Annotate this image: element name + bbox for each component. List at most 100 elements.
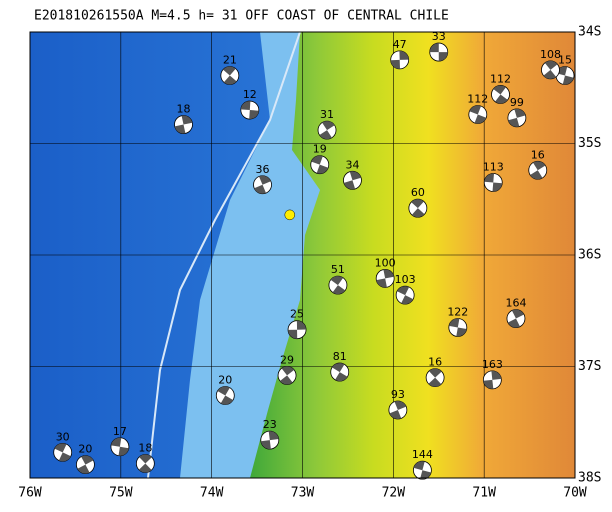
beachball-sector bbox=[376, 269, 394, 288]
depth-label: 29 bbox=[280, 353, 294, 366]
beachball-sector bbox=[390, 50, 409, 69]
depth-label: 144 bbox=[412, 448, 433, 461]
beachball: 19 bbox=[310, 143, 330, 175]
x-tick-label: 71W bbox=[472, 486, 496, 501]
beachball: 31 bbox=[317, 108, 337, 140]
depth-label: 19 bbox=[313, 143, 327, 156]
depth-label: 15 bbox=[558, 53, 572, 66]
x-tick-label: 72W bbox=[382, 486, 406, 501]
depth-label: 100 bbox=[375, 256, 396, 269]
beachball: 103 bbox=[395, 273, 416, 305]
beachball: 33 bbox=[429, 30, 449, 62]
title: E201810261550A M=4.5 h= 31 OFF COAST OF … bbox=[34, 9, 449, 24]
beachball: 112 bbox=[467, 93, 488, 124]
beachball-sector bbox=[469, 105, 487, 124]
beachball-sector bbox=[240, 101, 259, 120]
depth-label: 25 bbox=[290, 308, 304, 321]
beachball: 93 bbox=[388, 388, 408, 420]
beachball: 47 bbox=[390, 38, 410, 70]
beachball: 18 bbox=[135, 442, 155, 473]
depth-label: 36 bbox=[256, 163, 270, 176]
y-tick-label: 38S bbox=[578, 471, 601, 486]
beachball: 20 bbox=[215, 373, 235, 405]
depth-label: 16 bbox=[531, 148, 545, 161]
beachball: 16 bbox=[528, 148, 548, 180]
beachball-sector bbox=[389, 400, 407, 419]
beachball: 99 bbox=[507, 96, 527, 128]
beachball-sector bbox=[543, 60, 558, 79]
beachball-sector bbox=[330, 276, 346, 295]
beachball: 16 bbox=[425, 356, 445, 388]
depth-label: 18 bbox=[138, 442, 152, 455]
depth-label: 34 bbox=[345, 158, 359, 171]
beachball: 81 bbox=[330, 350, 350, 382]
beachball: 36 bbox=[253, 163, 272, 195]
x-tick-label: 73W bbox=[291, 486, 315, 501]
depth-label: 112 bbox=[467, 93, 488, 106]
beachball-sector bbox=[217, 386, 234, 405]
depth-label: 31 bbox=[320, 108, 334, 121]
beachball: 29 bbox=[277, 353, 297, 385]
beachball-sector bbox=[280, 366, 295, 385]
y-tick-label: 36S bbox=[578, 248, 601, 263]
beachball-sector bbox=[413, 461, 432, 480]
depth-label: 23 bbox=[263, 418, 277, 431]
beachball: 17 bbox=[110, 425, 130, 457]
beachball: 23 bbox=[260, 418, 280, 450]
beachball: 30 bbox=[53, 430, 73, 462]
beachball-sector bbox=[174, 115, 193, 134]
beachball: 12 bbox=[240, 88, 260, 120]
depth-label: 33 bbox=[432, 30, 446, 43]
depth-label: 51 bbox=[331, 263, 345, 276]
beachball-sector bbox=[319, 121, 335, 140]
beachball: 20 bbox=[76, 443, 95, 475]
beachball: 18 bbox=[174, 103, 193, 134]
frame bbox=[29, 31, 576, 479]
beachball-sector bbox=[332, 363, 348, 382]
beachball-sector bbox=[493, 85, 508, 104]
x-tick-label: 76W bbox=[18, 486, 42, 501]
beachball: 21 bbox=[220, 53, 240, 85]
y-tick-label: 35S bbox=[578, 136, 601, 151]
beachball: 164 bbox=[505, 297, 526, 328]
beachball: 34 bbox=[343, 158, 362, 190]
beachball-sector bbox=[483, 370, 502, 389]
depth-label: 20 bbox=[78, 443, 92, 456]
beachball: 144 bbox=[412, 448, 433, 480]
depth-label: 81 bbox=[333, 350, 347, 363]
beachball-sector bbox=[77, 455, 94, 474]
events: 33 112 99 112 16 113 60 100 103 164 122 16 163 81 93 14… bbox=[53, 30, 575, 480]
beachball-sector bbox=[288, 320, 306, 339]
beachball: 122 bbox=[447, 305, 468, 337]
depth-label: 17 bbox=[113, 425, 127, 438]
depth-label: 108 bbox=[540, 48, 561, 61]
beachball-sector bbox=[343, 171, 362, 190]
beachball: 113 bbox=[483, 161, 504, 192]
beachball: 100 bbox=[375, 256, 396, 288]
beachball: 163 bbox=[482, 358, 503, 390]
depth-label: 60 bbox=[411, 186, 425, 199]
beachball-sector bbox=[556, 66, 574, 85]
depth-label: 103 bbox=[395, 273, 416, 286]
depth-label: 30 bbox=[56, 430, 70, 443]
depth-label: 21 bbox=[223, 53, 237, 66]
beachball-sector bbox=[508, 108, 526, 127]
beachball-sector bbox=[54, 443, 71, 462]
beachball: 108 bbox=[540, 48, 561, 80]
beachball-sector bbox=[449, 318, 467, 337]
beachball: 60 bbox=[408, 186, 428, 218]
beachball-sector bbox=[397, 286, 414, 305]
beachball-sector bbox=[428, 368, 442, 387]
beachball: 112 bbox=[490, 72, 511, 104]
beachball-sector bbox=[530, 161, 546, 180]
depth-label: 112 bbox=[490, 72, 511, 85]
depth-label: 99 bbox=[510, 96, 524, 109]
depth-label: 18 bbox=[177, 103, 191, 116]
beachball-sector bbox=[111, 437, 129, 456]
depth-label: 113 bbox=[483, 161, 504, 174]
depth-label: 16 bbox=[428, 356, 442, 369]
depth-label: 163 bbox=[482, 358, 503, 371]
y-tick-label: 37S bbox=[578, 359, 601, 374]
depth-label: 12 bbox=[243, 88, 257, 101]
x-tick-label: 75W bbox=[109, 486, 133, 501]
